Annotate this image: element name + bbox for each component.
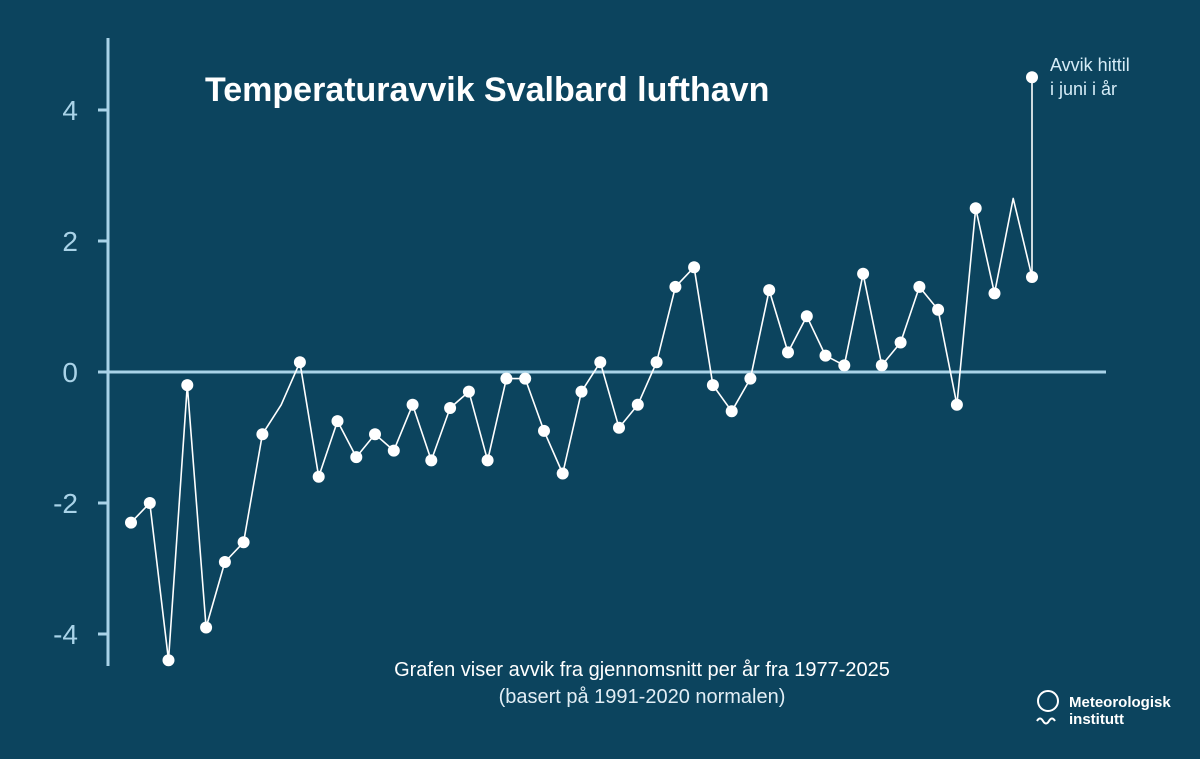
chart-subtitle-note: (basert på 1991-2020 normalen) (499, 686, 786, 708)
y-tick-label: 0 (62, 357, 78, 388)
data-point (950, 398, 963, 411)
data-point (538, 424, 550, 437)
logo-text-line-2: institutt (1069, 711, 1124, 728)
logo-text-line-1: Meteorologisk (1069, 694, 1171, 711)
data-point (312, 470, 325, 483)
data-point (218, 556, 231, 568)
data-point (631, 398, 644, 411)
data-point (838, 359, 851, 372)
data-point (988, 287, 1001, 300)
data-point (462, 385, 475, 398)
latest-value-annotation: Avvik hittil i juni i år (1050, 55, 1130, 99)
data-point (725, 405, 738, 418)
y-tick-label: 2 (62, 226, 78, 257)
data-point (969, 202, 982, 215)
highlight-data-point (1026, 71, 1038, 84)
data-point (613, 421, 625, 434)
data-point (256, 428, 269, 441)
data-point (857, 267, 870, 280)
data-point (481, 454, 494, 467)
data-point (688, 261, 701, 274)
data-point (369, 428, 381, 441)
data-point (669, 280, 682, 293)
data-point (425, 454, 438, 467)
chart-title: Temperaturavvik Svalbard lufthavn (205, 71, 769, 109)
data-point (763, 284, 776, 297)
data-point (293, 356, 306, 369)
data-point (237, 536, 250, 549)
data-point (932, 303, 945, 316)
data-point (350, 451, 363, 464)
series-line (130, 77, 1033, 662)
met-logo-circle-icon (1037, 690, 1059, 712)
data-point (125, 516, 137, 529)
axes: -4 -2 0 2 4 (53, 38, 1106, 666)
data-point (556, 467, 569, 480)
data-point (744, 372, 757, 385)
data-point (143, 497, 156, 509)
chart-subtitle: Grafen viser avvik fra gjennomsnitt per … (394, 659, 890, 681)
data-point (387, 444, 400, 457)
met-logo-wave-icon (1036, 717, 1056, 725)
data-point (875, 359, 888, 372)
data-point (575, 385, 588, 398)
data-point (594, 356, 607, 369)
data-series-line (130, 77, 1033, 662)
data-points (125, 71, 1038, 667)
data-point (406, 398, 419, 411)
data-point (331, 415, 344, 428)
data-point (894, 336, 907, 349)
y-tick-label: -4 (53, 619, 78, 650)
y-tick-label: -2 (53, 488, 78, 519)
y-tick-label: 4 (62, 95, 78, 126)
data-point (444, 402, 457, 414)
data-point (800, 310, 813, 323)
data-point (782, 346, 794, 359)
data-point (519, 372, 532, 385)
data-point (500, 372, 513, 385)
data-point (181, 379, 194, 392)
data-point (162, 654, 175, 667)
data-point (1026, 271, 1038, 283)
met-logo: Meteorologisk institutt (1036, 690, 1171, 728)
data-point (819, 349, 832, 362)
annotation-line-1: Avvik hittil (1050, 55, 1130, 75)
data-point (706, 379, 719, 392)
data-point (650, 356, 663, 369)
data-point (913, 280, 926, 293)
annotation-line-2: i juni i år (1050, 79, 1117, 99)
data-point (200, 621, 213, 634)
